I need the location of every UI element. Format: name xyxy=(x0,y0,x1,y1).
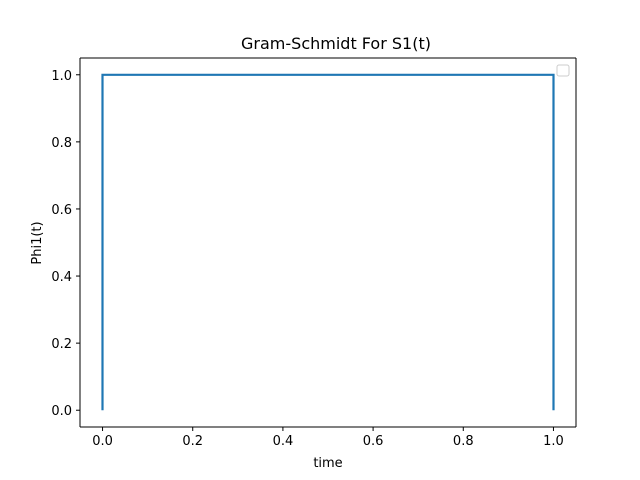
x-tick-label-0: 0.0 xyxy=(92,434,113,449)
y-tick-label-0: 0.0 xyxy=(51,404,72,419)
x-tick-label-5: 1.0 xyxy=(543,434,564,449)
y-tick-label-5: 1.0 xyxy=(51,69,72,84)
x-tick-label-3: 0.6 xyxy=(363,434,384,449)
y-tick-label-2: 0.4 xyxy=(51,270,72,285)
legend-box xyxy=(556,64,570,77)
y-tick-label-1: 0.2 xyxy=(51,337,72,352)
x-tick-label-1: 0.2 xyxy=(182,434,203,449)
plot-area: 0.0 0.2 0.4 0.6 0.8 1.0 0.0 0.2 0.4 0.6 0.8 1.0 xyxy=(51,57,577,449)
chart-title: Gram-Schmidt For S1(t) xyxy=(241,34,431,53)
x-tick-label-4: 0.8 xyxy=(453,434,474,449)
x-tick-label-2: 0.4 xyxy=(273,434,294,449)
x-axis-label: time xyxy=(313,456,342,471)
y-axis-label: Phi1(t) xyxy=(30,221,45,264)
y-tick-label-4: 0.8 xyxy=(51,136,72,151)
series-line-0 xyxy=(101,73,555,411)
y-tick-label-3: 0.6 xyxy=(51,203,72,218)
